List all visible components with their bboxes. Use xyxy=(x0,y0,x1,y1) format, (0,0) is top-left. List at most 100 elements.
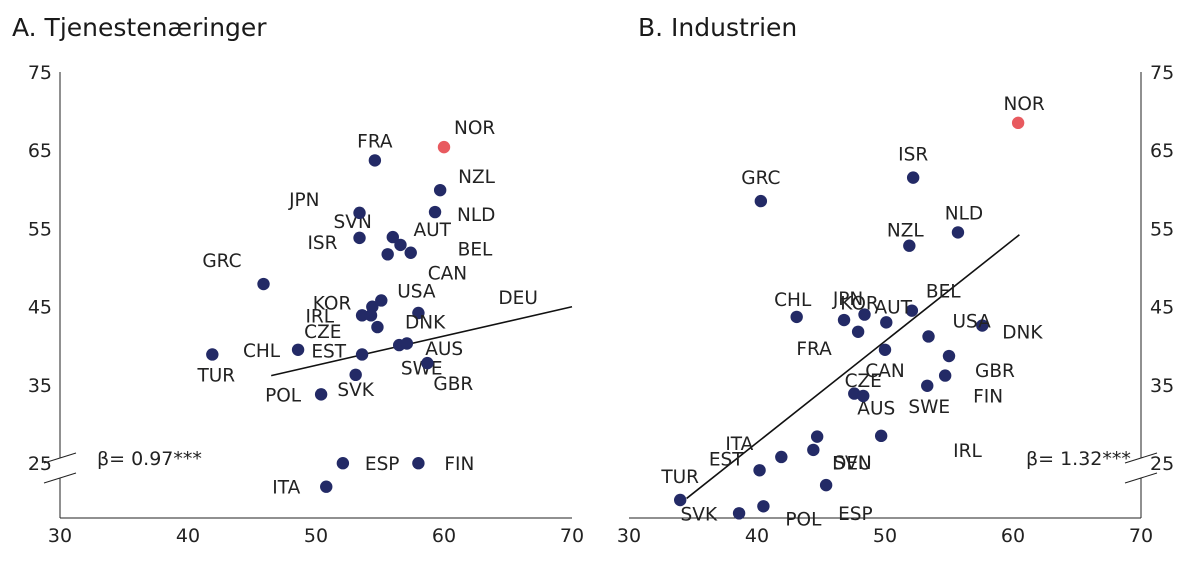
data-point-dnk xyxy=(976,319,989,332)
data-label-isr: ISR xyxy=(307,233,337,254)
data-label-swe: SWE xyxy=(908,397,950,418)
data-point-est xyxy=(355,348,369,361)
data-point-nor xyxy=(1011,116,1025,130)
data-point-est xyxy=(753,464,766,477)
data-point-fra xyxy=(368,154,382,167)
data-label-fra: FRA xyxy=(357,131,393,152)
data-point-ita xyxy=(775,450,788,464)
data-label-chl: CHL xyxy=(243,341,281,362)
data-point-cze xyxy=(371,320,384,334)
data-point-fra xyxy=(851,325,865,338)
x-tick-label: 30 xyxy=(617,525,641,547)
data-point-can xyxy=(404,246,417,259)
data-label-fin: FIN xyxy=(444,454,474,475)
data-label-aus: AUS xyxy=(857,399,895,420)
data-label-nor: NOR xyxy=(1003,94,1044,115)
y-tick-label: 25 xyxy=(28,453,52,475)
data-point-esp xyxy=(336,457,350,470)
data-point-fin xyxy=(412,457,425,470)
data-label-kor: KOR xyxy=(313,294,352,315)
y-tick-label: 55 xyxy=(1150,218,1174,240)
data-label-usa: USA xyxy=(397,281,436,302)
x-tick-label: 30 xyxy=(48,525,72,547)
data-point-aut xyxy=(394,238,407,252)
data-point-swe xyxy=(400,337,414,350)
data-point-isr xyxy=(906,171,920,184)
data-point-bel xyxy=(905,304,919,317)
data-label-esp: ESP xyxy=(365,454,400,475)
data-label-cze: CZE xyxy=(845,371,882,392)
x-tick-label: 70 xyxy=(560,525,584,547)
data-label-esp: ESP xyxy=(838,504,873,525)
x-tick-label: 50 xyxy=(304,525,328,547)
data-label-irl: IRL xyxy=(305,306,334,327)
panel-a-plot: 30 40 50 60 70 75 65 55 45 35 25 NOR FRA NZL SVN NLD JPN… xyxy=(28,62,584,547)
data-label-usa: USA xyxy=(953,311,992,332)
data-point-esp xyxy=(819,478,833,492)
data-point-svn xyxy=(386,230,399,244)
data-label-gbr: GBR xyxy=(975,361,1015,382)
regression-line xyxy=(271,305,573,377)
y-tick-label: 45 xyxy=(1150,297,1174,319)
data-label-cze: CZE xyxy=(304,322,341,343)
y-tick-label: 65 xyxy=(28,140,52,162)
data-label-grc: GRC xyxy=(202,251,241,272)
data-point-pol xyxy=(314,388,328,401)
data-point-nzl xyxy=(433,183,447,197)
data-point-isr xyxy=(353,231,366,245)
data-label-irl: IRL xyxy=(953,441,982,462)
panel-a-title: A. Tjenestenæringer xyxy=(12,13,267,42)
y-tick-label: 65 xyxy=(1150,140,1174,162)
y-tick-label: 35 xyxy=(1150,375,1174,397)
data-point-tur xyxy=(674,493,687,507)
data-label-svk: SVK xyxy=(681,504,718,525)
y-tick-label: 45 xyxy=(28,297,52,319)
y-tick-label: 55 xyxy=(28,218,52,240)
data-point-gbr xyxy=(942,349,956,363)
data-point-nzl xyxy=(903,239,916,252)
x-tick-label: 40 xyxy=(176,525,200,547)
data-point-svk xyxy=(732,507,746,520)
panel-b: B. Industrien 30 40 50 60 70 75 65 55 45 35 25 NOR I… xyxy=(617,13,1174,547)
data-label-can: CAN xyxy=(865,361,904,382)
y-tick-label: 75 xyxy=(28,62,52,84)
data-label-isr: ISR xyxy=(898,145,928,166)
data-point-ita xyxy=(320,480,333,493)
data-label-grc: GRC xyxy=(741,168,780,189)
data-label-fra: FRA xyxy=(796,339,832,360)
data-label-gbr: GBR xyxy=(433,374,473,395)
data-label-fin: FIN xyxy=(973,387,1003,408)
data-point-bel xyxy=(381,248,394,261)
x-tick-label: 60 xyxy=(1001,525,1025,547)
data-label-ita: ITA xyxy=(725,434,753,455)
panel-b-y-axis xyxy=(1124,72,1158,518)
x-tick-label: 60 xyxy=(432,525,456,547)
data-point-irl xyxy=(355,309,369,322)
data-point-gbr xyxy=(421,356,434,370)
x-tick-label: 50 xyxy=(873,525,897,547)
data-label-nld: NLD xyxy=(945,203,983,224)
data-point-aut xyxy=(880,316,893,329)
panel-a: A. Tjenestenæringer 30 40 50 60 70 75 65 55 45 35… xyxy=(12,13,584,547)
data-point-can xyxy=(878,343,892,356)
data-point-usa xyxy=(375,294,388,307)
panel-b-plot: 30 40 50 60 70 75 65 55 45 35 25 NOR ISR GRC NLD NZL JPN… xyxy=(617,62,1174,547)
data-label-nzl: NZL xyxy=(458,167,496,188)
data-point-irl xyxy=(874,429,888,443)
data-point-tur xyxy=(206,348,219,361)
data-label-ita: ITA xyxy=(272,478,300,499)
y-tick-label: 75 xyxy=(1150,62,1174,84)
data-point-dnk xyxy=(364,309,378,322)
data-label-chl: CHL xyxy=(774,290,812,311)
data-label-tur: TUR xyxy=(660,467,699,488)
data-point-fin xyxy=(938,369,952,382)
data-point-jpn xyxy=(837,313,851,327)
data-label-bel: BEL xyxy=(926,282,961,303)
data-point-swe xyxy=(921,379,934,392)
panel-b-beta: β= 1.32*** xyxy=(1026,448,1131,470)
data-point-svk xyxy=(349,368,362,382)
data-label-dnk: DNK xyxy=(405,312,446,333)
x-tick-label: 70 xyxy=(1129,525,1153,547)
y-tick-label: 25 xyxy=(1150,453,1174,475)
data-label-est: EST xyxy=(311,341,346,362)
